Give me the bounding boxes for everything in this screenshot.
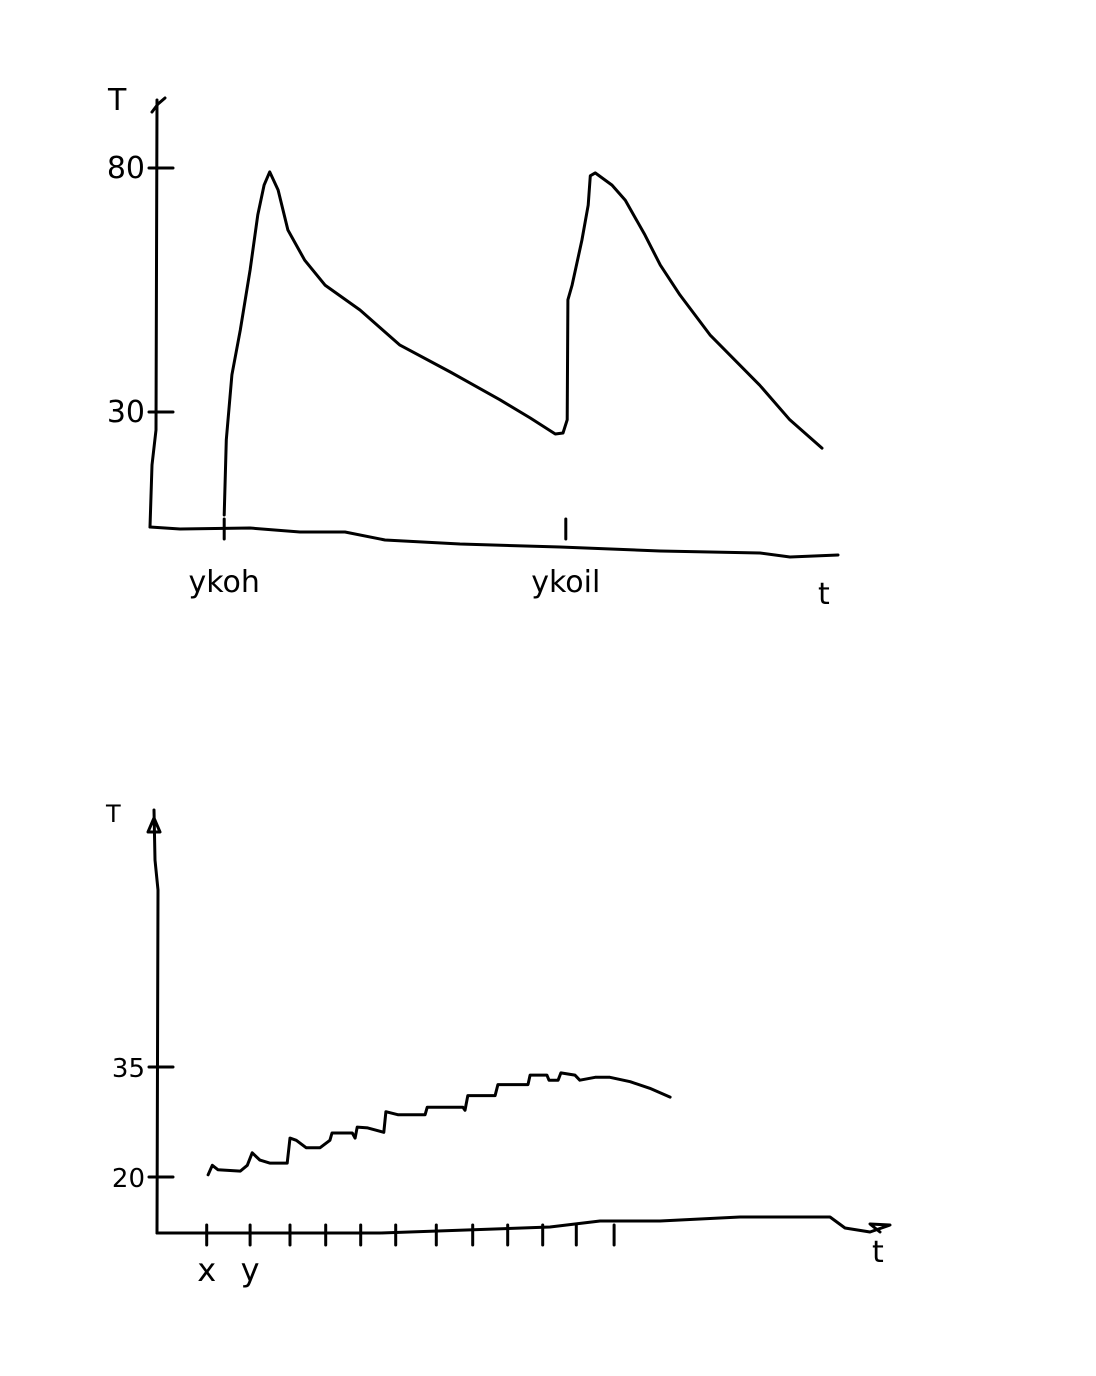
top-y-axis bbox=[148, 96, 167, 529]
bottom-x-tick-label: y bbox=[241, 1251, 260, 1289]
top-x-axis-label: t bbox=[818, 577, 830, 612]
top-y-tick-label: 80 bbox=[107, 151, 145, 186]
top-x-ticks: ykoh ykoil bbox=[188, 517, 600, 600]
top-y-axis-label: T bbox=[107, 83, 127, 118]
bottom-x-axis-label: t bbox=[872, 1235, 884, 1270]
bottom-x-tick-label: x bbox=[197, 1251, 216, 1289]
top-x-axis bbox=[148, 525, 840, 559]
top-chart: T t 80 30 ykoh ykoil bbox=[107, 83, 840, 612]
top-x-tick-label: ykoil bbox=[531, 565, 600, 600]
bottom-y-tick-label: 20 bbox=[112, 1164, 145, 1194]
bottom-y-axis bbox=[146, 808, 162, 1235]
bottom-series-line bbox=[206, 1071, 672, 1177]
bottom-y-tick-label: 35 bbox=[112, 1054, 145, 1084]
bottom-x-axis bbox=[155, 1215, 892, 1235]
top-x-tick-label: ykoh bbox=[188, 565, 259, 600]
bottom-y-ticks: 35 20 bbox=[112, 1054, 175, 1194]
top-series-line bbox=[222, 170, 824, 517]
bottom-y-axis-label: T bbox=[105, 800, 121, 828]
top-y-ticks: 80 30 bbox=[107, 151, 175, 430]
top-y-tick-label: 30 bbox=[107, 395, 145, 430]
